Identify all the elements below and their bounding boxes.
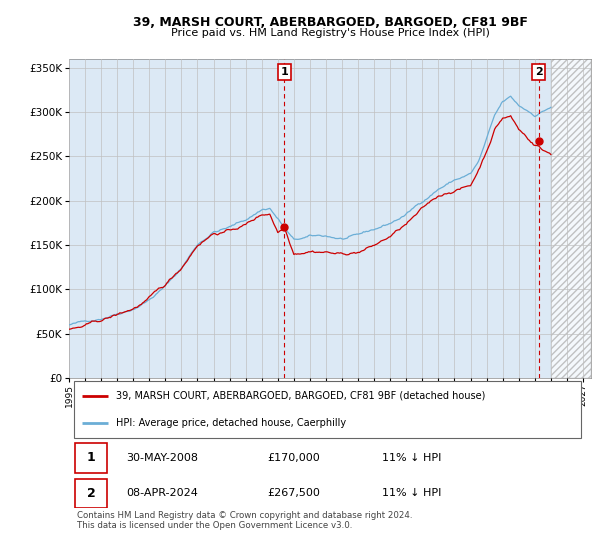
Text: 11% ↓ HPI: 11% ↓ HPI <box>382 488 442 498</box>
Text: 2: 2 <box>86 487 95 500</box>
FancyBboxPatch shape <box>75 443 107 473</box>
Text: Contains HM Land Registry data © Crown copyright and database right 2024.
This d: Contains HM Land Registry data © Crown c… <box>77 511 412 530</box>
FancyBboxPatch shape <box>75 479 107 508</box>
Text: 39, MARSH COURT, ABERBARGOED, BARGOED, CF81 9BF: 39, MARSH COURT, ABERBARGOED, BARGOED, C… <box>133 16 527 29</box>
Text: £170,000: £170,000 <box>268 453 320 463</box>
Text: £267,500: £267,500 <box>268 488 320 498</box>
Text: 1: 1 <box>86 451 95 464</box>
Text: 08-APR-2024: 08-APR-2024 <box>127 488 198 498</box>
Text: 1: 1 <box>281 67 289 77</box>
Bar <box>551 59 591 378</box>
FancyBboxPatch shape <box>74 381 581 438</box>
Text: Price paid vs. HM Land Registry's House Price Index (HPI): Price paid vs. HM Land Registry's House … <box>170 28 490 38</box>
Text: 39, MARSH COURT, ABERBARGOED, BARGOED, CF81 9BF (detached house): 39, MARSH COURT, ABERBARGOED, BARGOED, C… <box>116 391 485 400</box>
Text: 11% ↓ HPI: 11% ↓ HPI <box>382 453 442 463</box>
Text: HPI: Average price, detached house, Caerphilly: HPI: Average price, detached house, Caer… <box>116 418 346 428</box>
Text: 2: 2 <box>535 67 542 77</box>
Text: 30-MAY-2008: 30-MAY-2008 <box>127 453 199 463</box>
